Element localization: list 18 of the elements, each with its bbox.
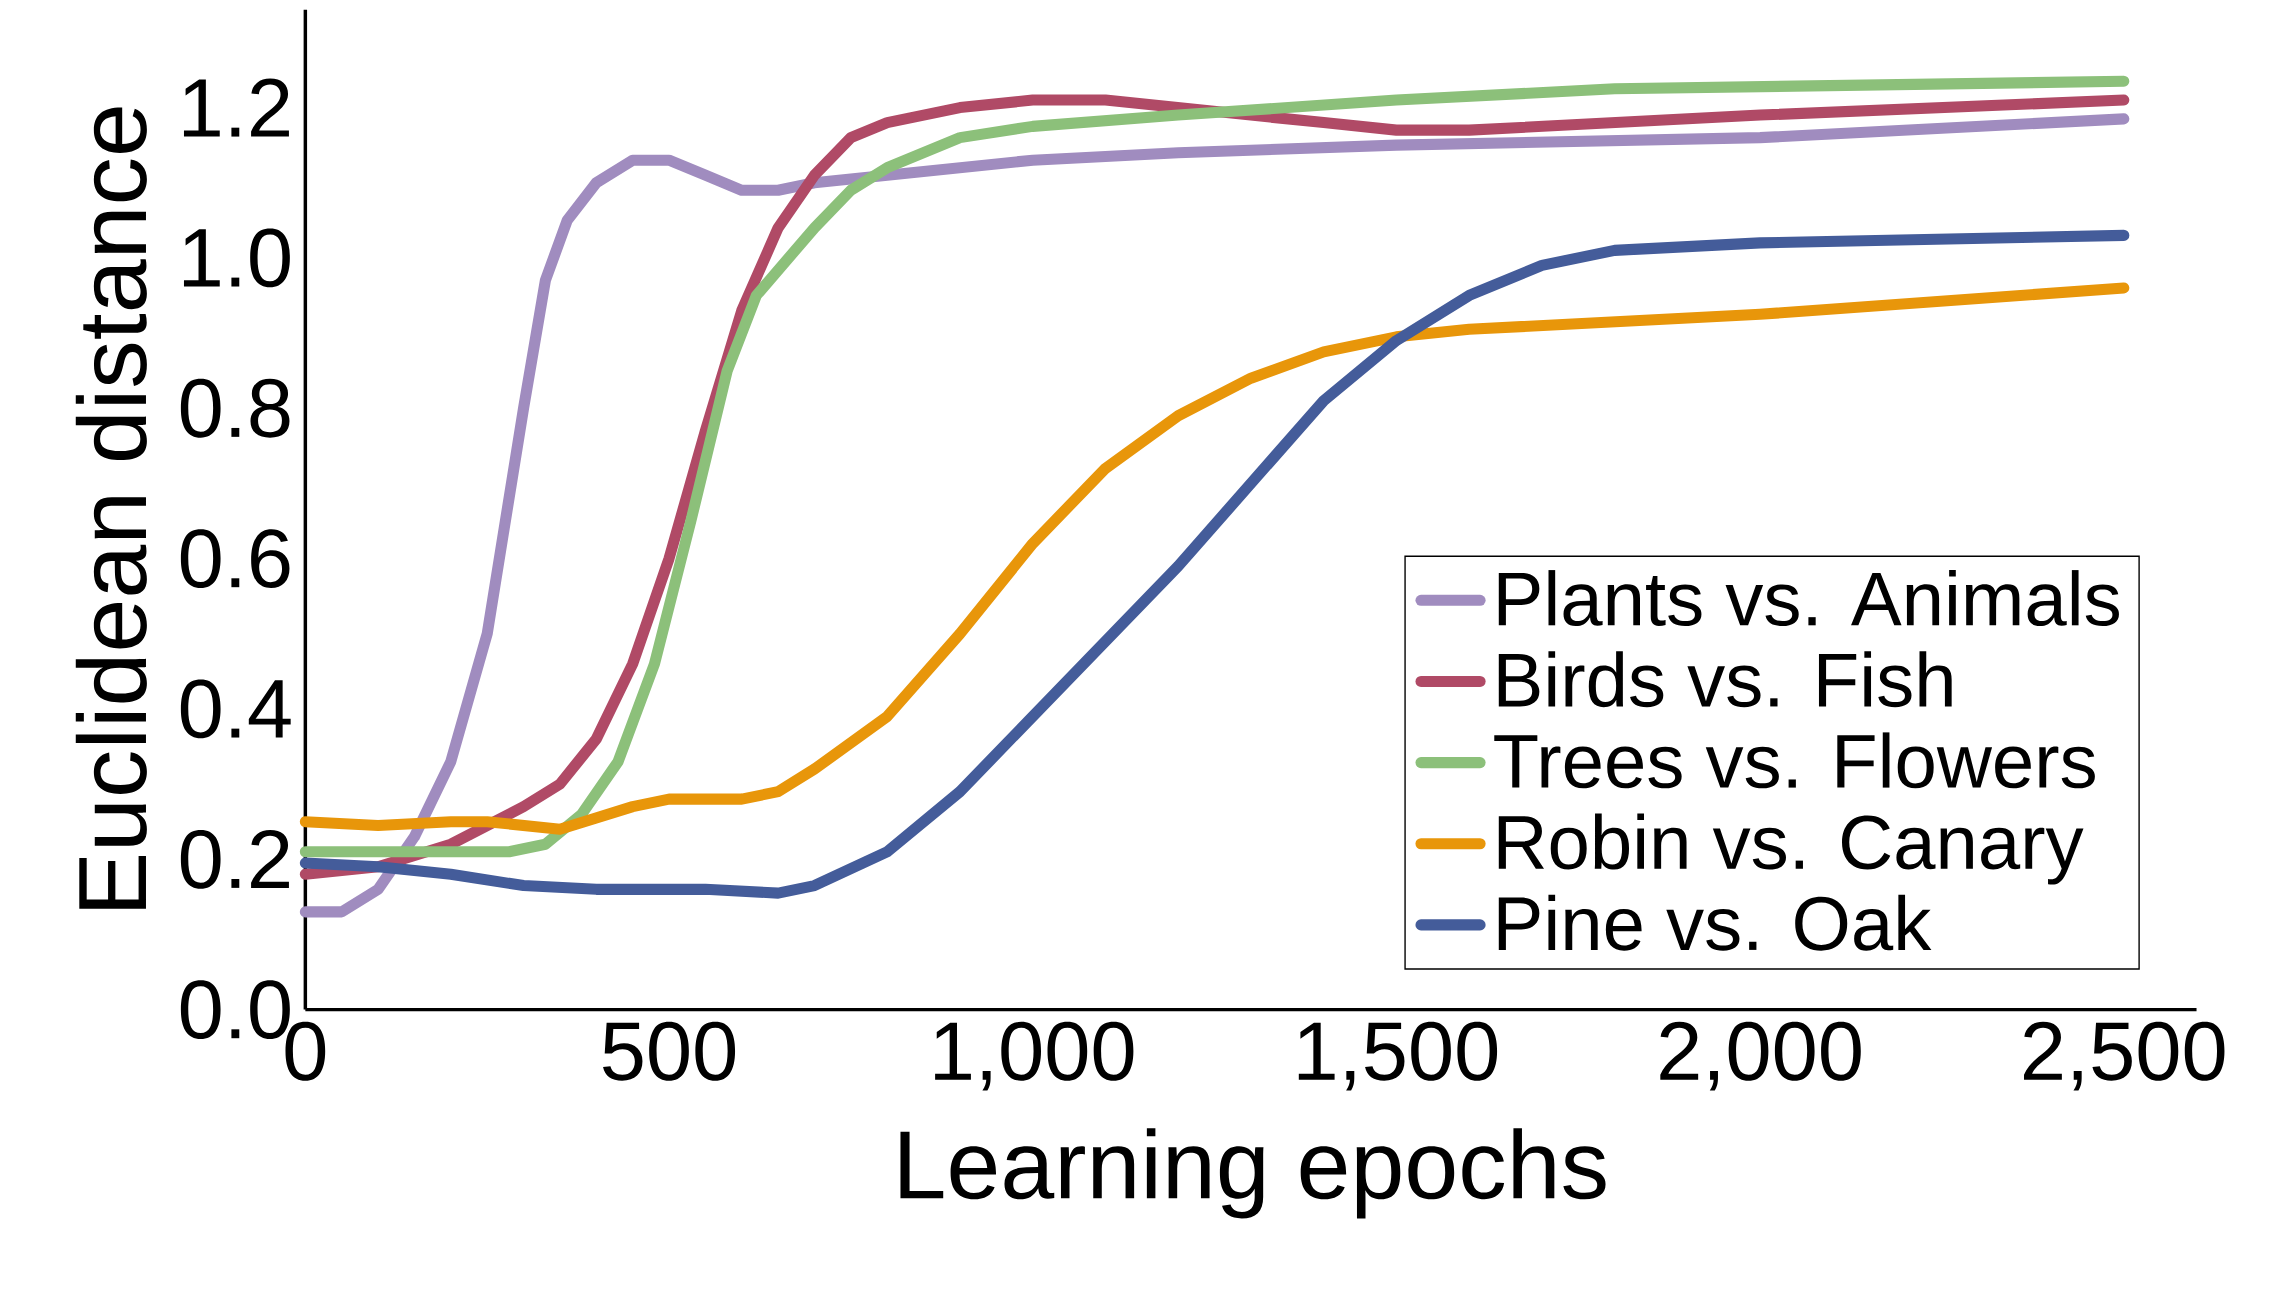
x-tick-label: 2,000 — [1660, 1021, 1861, 1091]
y-tick-label: 0.4 — [180, 679, 291, 739]
y-tick-label: 0.2 — [180, 829, 289, 889]
legend-label: Trees vs. Flowers — [1494, 732, 2095, 789]
legend-label: Pine vs. Oak — [1498, 894, 1932, 951]
y-tick-label: 1.2 — [183, 78, 289, 137]
x-tick-label: 2,500 — [2024, 1021, 2225, 1091]
y-tick-label: 0.6 — [180, 529, 290, 588]
x-axis-title: Learning epochs — [900, 1128, 1606, 1219]
x-tick-label: 1,000 — [935, 1021, 1134, 1091]
y-axis-title: Euclidean distance — [75, 107, 147, 909]
legend-label: Robin vs. Canary — [1498, 813, 2084, 885]
x-tick-label: 500 — [603, 1021, 736, 1081]
legend-label: Plants vs. Animals — [1498, 570, 2119, 627]
y-tick-label: 0.8 — [180, 378, 290, 438]
legend-label: Birds vs. Fish — [1498, 651, 1952, 708]
y-tick-label: 1.0 — [183, 228, 290, 288]
x-tick-label: 1,500 — [1298, 1021, 1498, 1091]
